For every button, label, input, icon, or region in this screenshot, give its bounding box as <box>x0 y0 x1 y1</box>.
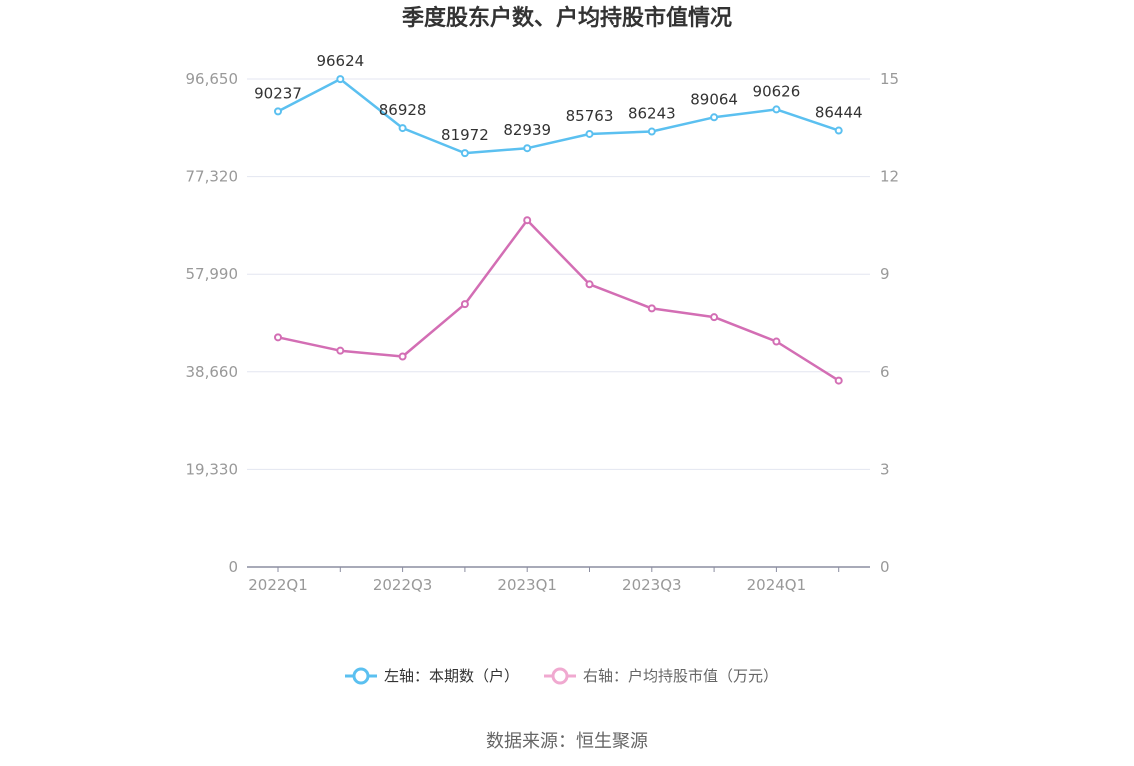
data-source-text: 数据来源：恒生聚源 <box>486 731 648 752</box>
x-tick-label: 2023Q1 <box>497 576 557 594</box>
shareholder-count-point[interactable] <box>336 75 345 84</box>
axes: 0 0 19,330 3 38,660 6 57,990 9 77,320 12 96,650 15 2… <box>186 70 900 594</box>
data-label: 81972 <box>441 126 489 144</box>
data-label: 96624 <box>316 52 364 70</box>
shareholder-count-point[interactable] <box>523 144 532 153</box>
data-label: 90237 <box>254 84 302 102</box>
avg-holding-value-point[interactable] <box>523 216 532 225</box>
y-left-tick-label: 38,660 <box>186 363 239 381</box>
avg-holding-value-point[interactable] <box>336 346 345 355</box>
series <box>274 75 843 385</box>
data-label: 86444 <box>815 104 863 122</box>
shareholder-count-point[interactable] <box>585 129 594 138</box>
legend-circle-icon <box>352 667 370 685</box>
shareholder-count-point[interactable] <box>834 126 843 135</box>
avg-holding-value-point[interactable] <box>585 280 594 289</box>
x-tick-label: 2024Q1 <box>747 576 807 594</box>
legend-circle-icon <box>551 667 569 685</box>
shareholder-count-point[interactable] <box>772 105 781 114</box>
x-tick-label: 2022Q1 <box>248 576 308 594</box>
data-label: 90626 <box>753 82 801 100</box>
shareholder-count-point[interactable] <box>398 124 407 133</box>
legend-item-right-axis[interactable]: 右轴：户均持股市值（万元） <box>544 667 778 685</box>
y-right-tick-label: 6 <box>880 363 890 381</box>
shareholder-count-line <box>277 77 840 155</box>
avg-holding-value-line <box>277 218 840 382</box>
data-label: 89064 <box>690 90 738 108</box>
y-right-tick-label: 3 <box>880 460 890 478</box>
avg-holding-value-point[interactable] <box>772 337 781 346</box>
y-right-tick-label: 0 <box>880 558 890 576</box>
data-label: 86243 <box>628 105 676 123</box>
data-label: 86928 <box>379 101 427 119</box>
y-left-tick-label: 19,330 <box>186 460 239 478</box>
y-right-tick-label: 9 <box>880 265 890 283</box>
shareholder-count-point[interactable] <box>710 113 719 122</box>
y-left-tick-label: 77,320 <box>186 168 239 186</box>
data-label: 85763 <box>566 107 614 125</box>
legend-label: 左轴：本期数（户） <box>384 667 519 685</box>
avg-holding-value-point[interactable] <box>398 352 407 361</box>
grid <box>247 78 870 470</box>
x-tick-label: 2023Q3 <box>622 576 682 594</box>
data-label: 82939 <box>503 121 551 139</box>
shareholder-count-point[interactable] <box>460 149 469 158</box>
legend-label: 右轴：户均持股市值（万元） <box>583 667 778 685</box>
data-labels: 90237 96624 86928 81972 82939 85763 86243 89064… <box>254 52 862 144</box>
y-left-tick-label: 57,990 <box>186 265 239 283</box>
y-left-tick-label: 0 <box>228 558 238 576</box>
legend-item-left-axis[interactable]: 左轴：本期数（户） <box>345 667 519 685</box>
avg-holding-value-point[interactable] <box>647 304 656 313</box>
chart-title: 季度股东户数、户均持股市值情况 <box>402 5 732 31</box>
legend: 左轴：本期数（户） 右轴：户均持股市值（万元） <box>345 667 778 685</box>
shareholder-count-point[interactable] <box>274 107 282 116</box>
y-right-tick-label: 15 <box>880 70 899 88</box>
y-left-tick-label: 96,650 <box>186 70 239 88</box>
x-tick-label: 2022Q3 <box>373 576 433 594</box>
avg-holding-value-point[interactable] <box>460 300 469 309</box>
y-right-tick-label: 12 <box>880 168 899 186</box>
avg-holding-value-point[interactable] <box>274 333 282 342</box>
avg-holding-value-point[interactable] <box>834 376 843 385</box>
shareholder-count-point[interactable] <box>647 127 656 136</box>
avg-holding-value-point[interactable] <box>710 313 719 322</box>
